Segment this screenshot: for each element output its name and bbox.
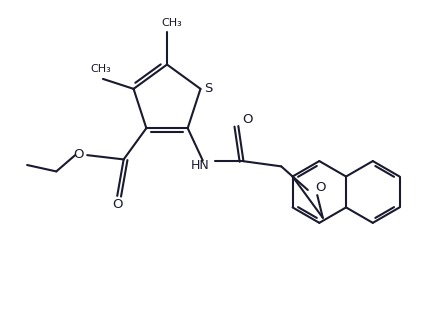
- Text: CH₃: CH₃: [90, 64, 111, 74]
- Text: O: O: [73, 148, 84, 161]
- Text: O: O: [243, 113, 253, 126]
- Text: CH₃: CH₃: [161, 18, 182, 28]
- Text: O: O: [316, 181, 326, 194]
- Text: O: O: [112, 198, 122, 211]
- Text: S: S: [204, 81, 212, 94]
- Text: HN: HN: [191, 159, 210, 172]
